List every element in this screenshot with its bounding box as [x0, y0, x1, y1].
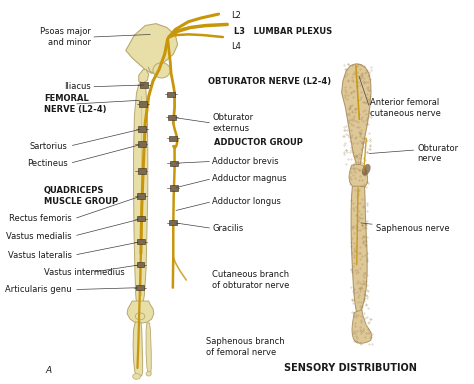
Text: Pectineus: Pectineus [27, 159, 67, 168]
Polygon shape [127, 301, 154, 323]
FancyBboxPatch shape [137, 262, 145, 267]
Text: L4: L4 [232, 42, 241, 51]
Text: SENSORY DISTRIBUTION: SENSORY DISTRIBUTION [284, 363, 417, 373]
Text: Gracilis: Gracilis [212, 224, 243, 233]
FancyBboxPatch shape [138, 168, 146, 174]
FancyBboxPatch shape [170, 185, 178, 191]
FancyBboxPatch shape [136, 285, 144, 290]
Polygon shape [126, 24, 178, 73]
FancyBboxPatch shape [167, 92, 175, 97]
Text: OBTURATOR NERVE (L2-4): OBTURATOR NERVE (L2-4) [208, 76, 331, 86]
Polygon shape [139, 70, 149, 83]
Text: QUADRICEPS
MUSCLE GROUP: QUADRICEPS MUSCLE GROUP [44, 186, 118, 205]
Text: Anterior femoral
cutaneous nerve: Anterior femoral cutaneous nerve [370, 98, 440, 118]
Polygon shape [134, 81, 148, 305]
Polygon shape [351, 186, 367, 314]
Text: Cutaneous branch
of obturator nerve: Cutaneous branch of obturator nerve [212, 270, 290, 290]
FancyBboxPatch shape [137, 216, 145, 222]
Text: Adductor longus: Adductor longus [212, 197, 281, 206]
Text: Psoas major
and minor: Psoas major and minor [40, 27, 91, 47]
FancyBboxPatch shape [140, 82, 148, 88]
Ellipse shape [362, 164, 371, 176]
FancyBboxPatch shape [169, 220, 177, 225]
Text: Saphenous branch
of femoral nerve: Saphenous branch of femoral nerve [206, 337, 284, 357]
FancyBboxPatch shape [139, 101, 147, 107]
Text: FEMORAL
NERVE (L2-4): FEMORAL NERVE (L2-4) [44, 94, 106, 114]
Text: Sartorius: Sartorius [30, 142, 67, 151]
Text: A: A [45, 366, 51, 375]
FancyBboxPatch shape [169, 136, 177, 141]
Text: Obturator
nerve: Obturator nerve [417, 144, 458, 164]
FancyBboxPatch shape [137, 193, 145, 199]
Polygon shape [146, 323, 151, 374]
FancyBboxPatch shape [137, 239, 145, 245]
FancyBboxPatch shape [138, 126, 146, 132]
Ellipse shape [135, 313, 145, 320]
Text: Obturator
externus: Obturator externus [212, 113, 253, 133]
Text: Iliacus: Iliacus [64, 82, 91, 91]
FancyBboxPatch shape [170, 161, 178, 166]
FancyBboxPatch shape [138, 141, 146, 147]
Text: L2: L2 [232, 12, 241, 20]
FancyBboxPatch shape [168, 115, 176, 120]
Text: Rectus femoris: Rectus femoris [9, 214, 72, 223]
Polygon shape [349, 164, 367, 188]
Text: Adductor brevis: Adductor brevis [212, 157, 279, 166]
Text: Articularis genu: Articularis genu [5, 285, 72, 294]
Text: L3   LUMBAR PLEXUS: L3 LUMBAR PLEXUS [234, 27, 332, 36]
Polygon shape [133, 322, 143, 376]
Polygon shape [352, 310, 372, 343]
Circle shape [153, 63, 170, 78]
Text: Saphenous nerve: Saphenous nerve [376, 224, 450, 233]
Text: Adductor magnus: Adductor magnus [212, 174, 287, 183]
Text: Vastus medialis: Vastus medialis [6, 232, 72, 240]
Ellipse shape [146, 371, 151, 376]
Text: Vastus lateralis: Vastus lateralis [8, 251, 72, 260]
Ellipse shape [133, 374, 140, 379]
Polygon shape [342, 64, 371, 165]
Text: ADDUCTOR GROUP: ADDUCTOR GROUP [214, 138, 303, 147]
Text: Vastus intermedius: Vastus intermedius [44, 268, 125, 277]
